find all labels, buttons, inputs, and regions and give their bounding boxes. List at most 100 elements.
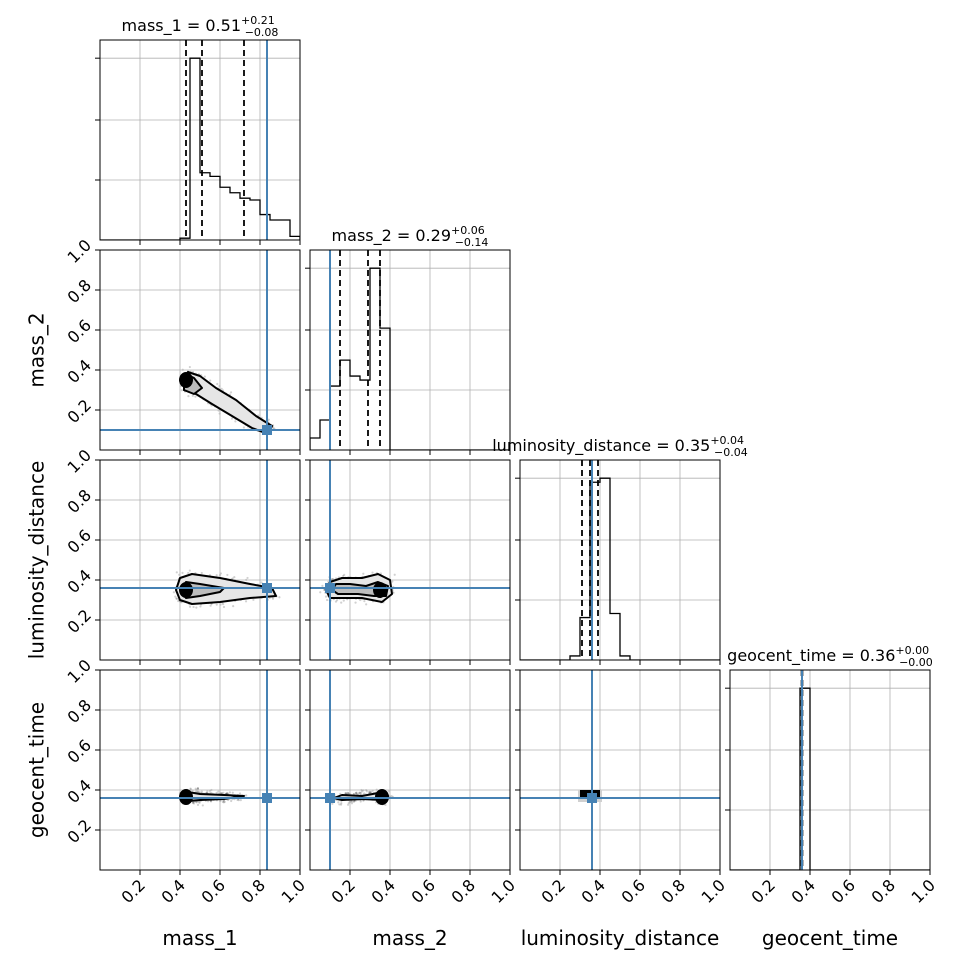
sample-point [339, 803, 343, 806]
x-tick-label: 0.8 [238, 876, 269, 907]
y-tick-label: 0.6 [64, 736, 95, 767]
sample-point [215, 574, 218, 577]
title-median: mass_1 = 0.51 [122, 16, 241, 36]
sample-point [220, 387, 223, 390]
data-marks [100, 40, 930, 870]
sample-point [360, 791, 363, 794]
sample-point [220, 791, 223, 795]
y-axis-label-luminosity_distance: luminosity_distance [25, 461, 49, 660]
x-tick-label: 1.0 [488, 876, 519, 907]
sample-point [362, 792, 366, 795]
panel-frame-mass_1-mass_2 [99, 249, 301, 451]
sample-point [222, 801, 225, 804]
sample-point [346, 803, 350, 806]
sample-point [391, 580, 394, 583]
sample-point [172, 591, 175, 594]
histogram-geocent_time [730, 687, 930, 870]
sample-point [245, 794, 248, 797]
histogram-mass_1 [100, 57, 300, 240]
sample-point [325, 598, 329, 602]
sample-point [359, 792, 362, 795]
panel-frame-mass_1-luminosity_distance [99, 459, 301, 661]
y-tick-label: 0.4 [64, 776, 95, 807]
sample-point [252, 598, 255, 601]
y-tick-label: 0.8 [64, 696, 95, 727]
sample-point [196, 803, 200, 806]
y-axis-label-geocent_time: geocent_time [25, 702, 49, 838]
title-median: geocent_time = 0.36 [727, 646, 895, 666]
sample-point [230, 417, 234, 420]
sample-point [344, 792, 347, 795]
x-tick-label: 0.6 [408, 876, 439, 907]
sample-point [192, 605, 195, 609]
sample-point [351, 800, 354, 803]
panel-frame-mass_1-geocent_time [99, 669, 301, 871]
sample-point [228, 791, 231, 794]
sample-point [356, 793, 360, 796]
sample-point [338, 803, 341, 806]
y-tick-label: 0.2 [64, 396, 95, 427]
sample-point [233, 576, 236, 579]
sample-point [342, 574, 345, 578]
sample-point [319, 591, 322, 594]
panel-frame-mass_2 [309, 249, 511, 451]
title-plus-error: +0.21 [241, 14, 275, 27]
sample-point [215, 603, 218, 606]
sample-point [267, 418, 270, 421]
x-tick-label: 0.4 [788, 876, 819, 907]
truth-marker [587, 793, 597, 803]
sample-point [355, 792, 358, 795]
y-tick-label: 0.2 [64, 816, 95, 847]
sample-point [278, 596, 281, 599]
sample-point [203, 375, 206, 378]
x-tick-label: 0.2 [118, 876, 149, 907]
sample-point [242, 426, 246, 429]
title-plus-error: +0.00 [895, 644, 929, 657]
sample-point [188, 365, 191, 369]
sample-point [175, 571, 178, 574]
sample-point [181, 571, 184, 574]
sample-point [195, 606, 198, 609]
sample-point [191, 801, 194, 805]
panel-frame-luminosity_distance-geocent_time [519, 669, 721, 871]
sample-point [175, 597, 179, 600]
truth-marker [262, 425, 272, 435]
sample-point [234, 420, 237, 423]
sample-point [343, 573, 346, 576]
sample-point [246, 576, 249, 580]
sample-point [387, 790, 390, 793]
y-tick-label: 1.0 [64, 446, 95, 477]
x-tick-label: 0.6 [198, 876, 229, 907]
contour-mass_1-luminosity_distance [181, 581, 225, 599]
sample-point [367, 791, 371, 794]
sample-point [354, 601, 357, 604]
sample-point [371, 571, 374, 574]
title-median: luminosity_distance = 0.35 [492, 436, 710, 456]
sample-point [340, 802, 343, 805]
sample-point [206, 790, 209, 793]
x-tick-label: 1.0 [698, 876, 729, 907]
sample-point [198, 801, 201, 804]
y-tick-label: 0.4 [64, 566, 95, 597]
sample-point [175, 597, 178, 600]
truth-marker [325, 793, 335, 803]
sample-point [369, 791, 372, 794]
sample-point [174, 595, 177, 598]
x-tick-label: 1.0 [908, 876, 939, 907]
sample-point [365, 790, 368, 793]
sample-point [231, 577, 234, 580]
x-tick-label: 1.0 [278, 876, 309, 907]
histogram-luminosity_distance [520, 477, 720, 660]
sample-point [354, 792, 357, 795]
sample-point [221, 800, 224, 804]
sample-point [363, 600, 366, 603]
grid-lines [100, 40, 931, 870]
sample-point [221, 603, 225, 606]
sample-point [324, 595, 328, 598]
sample-point [237, 799, 240, 802]
x-tick-label: 0.6 [828, 876, 859, 907]
panel-title-luminosity_distance: luminosity_distance = 0.35+0.04 −0.04 [492, 434, 748, 459]
sample-point [331, 802, 334, 805]
sample-point [226, 792, 229, 795]
